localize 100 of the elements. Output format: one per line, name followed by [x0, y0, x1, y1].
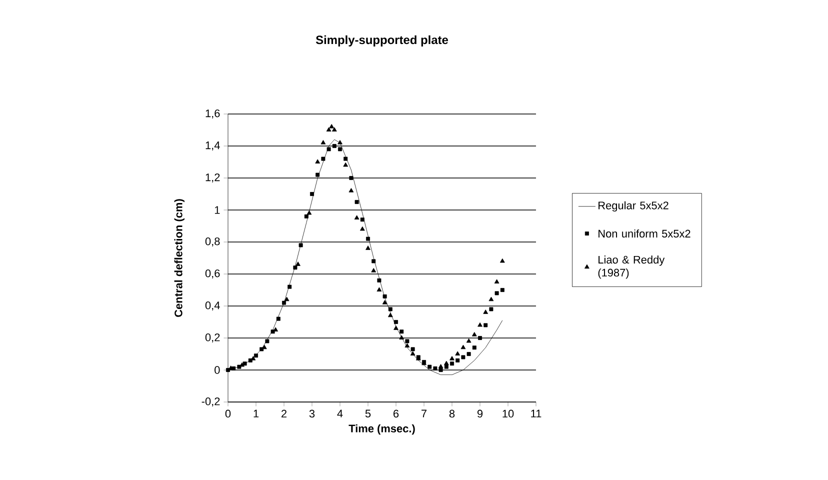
point	[460, 344, 466, 350]
point	[377, 278, 382, 282]
y-axis-title: Central deflection (cm)	[174, 199, 184, 317]
x-tick-label: 3	[309, 410, 315, 418]
point	[332, 127, 337, 132]
point	[329, 124, 334, 128]
point	[310, 192, 314, 196]
x-tick-label: 7	[422, 410, 427, 418]
point	[265, 339, 270, 344]
point	[372, 259, 376, 264]
y-tick-label: 0,4	[205, 301, 220, 311]
point	[494, 279, 500, 284]
x-tick-label: 11	[531, 410, 542, 418]
point	[438, 368, 443, 372]
x-tick-label: 9	[477, 410, 483, 418]
point	[405, 339, 410, 344]
y-tick-label: 0,2	[205, 333, 220, 343]
point	[348, 188, 354, 192]
y-tick-label: 1,4	[206, 142, 220, 150]
point	[489, 307, 494, 312]
point	[304, 214, 308, 218]
point	[466, 338, 472, 343]
point	[332, 144, 336, 148]
point	[354, 215, 360, 220]
point	[293, 266, 298, 270]
point	[388, 312, 393, 318]
y-tick-label: -0,2	[202, 397, 220, 407]
legend-label: Regular 5x5x2	[598, 201, 668, 212]
legend-label: Liao & Reddy (1987)	[598, 256, 665, 279]
point	[326, 127, 332, 132]
y-tick-label: 1,2	[206, 173, 220, 183]
point	[360, 226, 365, 231]
point	[438, 364, 444, 368]
x-axis-title: Time (msec.)	[348, 424, 415, 435]
point	[404, 343, 410, 348]
point	[472, 346, 476, 350]
legend-label: Non uniform 5x5x2	[598, 230, 690, 238]
point	[394, 326, 398, 330]
point	[450, 362, 454, 366]
point	[366, 236, 370, 241]
point	[484, 323, 488, 328]
point	[478, 322, 482, 327]
point	[276, 316, 280, 321]
point	[500, 288, 504, 292]
point	[394, 320, 398, 324]
point	[371, 268, 376, 272]
point	[315, 159, 320, 164]
point	[399, 335, 404, 340]
point	[494, 291, 499, 296]
point	[298, 243, 303, 248]
point	[316, 172, 320, 177]
point	[382, 294, 387, 298]
y-tick-label: 1,6	[206, 109, 220, 119]
point	[284, 296, 290, 302]
point	[349, 176, 354, 180]
point	[410, 351, 416, 356]
point	[376, 287, 382, 292]
point	[450, 356, 454, 360]
point	[410, 347, 415, 352]
point	[296, 262, 300, 266]
y-tick-label: 0,6	[205, 269, 220, 279]
y-tick-label: 0	[214, 366, 220, 374]
point	[326, 147, 331, 152]
point	[282, 300, 286, 305]
point	[444, 364, 448, 369]
point	[433, 366, 438, 370]
x-tick-label: 1	[254, 410, 259, 418]
point	[428, 364, 432, 369]
point	[320, 140, 326, 144]
point	[382, 300, 388, 304]
x-tick-label: 0	[225, 410, 231, 418]
point	[400, 330, 404, 334]
point	[388, 307, 392, 312]
point	[354, 200, 359, 204]
point	[344, 156, 348, 161]
y-tick-label: 0,8	[205, 237, 220, 247]
point	[254, 354, 258, 358]
point	[483, 310, 488, 314]
point	[461, 355, 466, 360]
x-tick-label: 5	[365, 410, 371, 418]
point	[242, 362, 247, 366]
point	[338, 147, 342, 152]
point	[306, 210, 312, 215]
x-tick-label: 2	[282, 410, 286, 418]
point	[343, 162, 348, 167]
x-tick-label: 6	[394, 410, 399, 418]
x-tick-label: 10	[502, 410, 514, 418]
point	[472, 332, 477, 336]
point	[444, 360, 449, 366]
point	[338, 140, 342, 144]
point	[288, 284, 292, 289]
y-tick-label: 1	[214, 206, 220, 214]
point	[466, 352, 471, 356]
point	[360, 218, 364, 222]
x-tick-label: 8	[449, 410, 455, 418]
point	[500, 258, 505, 263]
point	[456, 358, 460, 362]
point	[321, 156, 326, 161]
chart-title: Simply-supported plate	[316, 35, 448, 47]
point	[366, 246, 370, 250]
